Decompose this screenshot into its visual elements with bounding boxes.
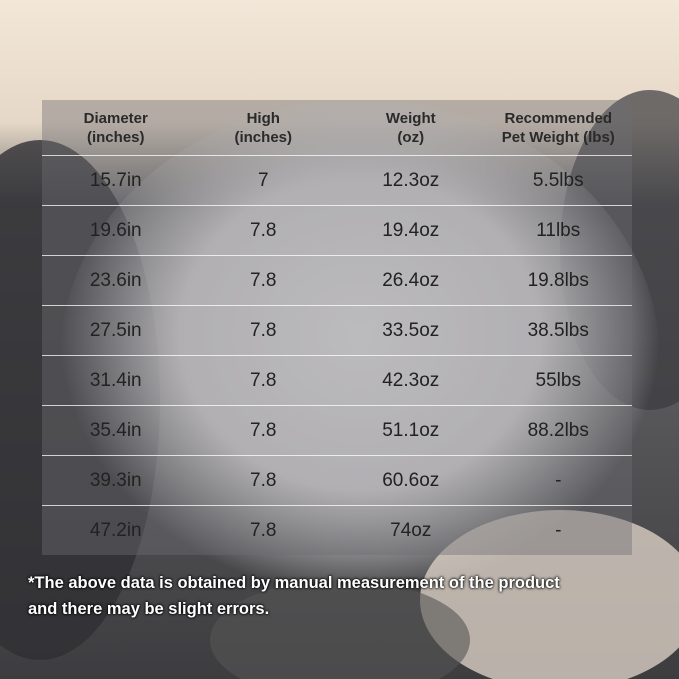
table-row: 31.4in 7.8 42.3oz 55lbs (42, 355, 632, 406)
table-cell: 15.7in (42, 155, 190, 206)
table-cell: 39.3in (42, 455, 190, 506)
footnote: *The above data is obtained by manual me… (28, 570, 668, 622)
header-cell: Weight (oz) (337, 100, 485, 156)
table-cell: 19.4oz (337, 205, 485, 256)
table-cell: 60.6oz (337, 455, 485, 506)
table-row: 23.6in 7.8 26.4oz 19.8lbs (42, 255, 632, 306)
table-cell: 12.3oz (337, 155, 485, 206)
table-cell: 7.8 (189, 505, 337, 555)
header-row: Diameter (inches) High (inches) Weight (oz) Re… (42, 100, 632, 156)
header-text: (inches) (234, 128, 292, 146)
table-cell: 55lbs (484, 355, 632, 406)
table-cell: 7.8 (189, 305, 337, 356)
header-cell: High (inches) (190, 100, 338, 156)
table-cell: - (484, 455, 632, 506)
table-row: 19.6in 7.8 19.4oz 11lbs (42, 205, 632, 256)
header-text: Pet Weight (lbs) (501, 128, 615, 146)
table-row: 47.2in 7.8 74oz - (42, 505, 632, 555)
table-cell: 5.5lbs (484, 155, 632, 206)
table-cell: 7 (189, 155, 337, 206)
table-cell: 7.8 (189, 405, 337, 456)
table-cell: 7.8 (189, 355, 337, 406)
table-cell: 7.8 (189, 205, 337, 256)
table-cell: 42.3oz (337, 355, 485, 406)
table-cell: 26.4oz (337, 255, 485, 306)
table-row: 15.7in 7 12.3oz 5.5lbs (42, 155, 632, 206)
table-cell: 74oz (337, 505, 485, 555)
table-cell: - (484, 505, 632, 555)
header-text: Weight (385, 109, 436, 127)
table-cell: 38.5lbs (484, 305, 632, 356)
table-cell: 51.1oz (337, 405, 485, 456)
size-table: Diameter (inches) High (inches) Weight (oz) Re… (42, 100, 632, 555)
table-cell: 27.5in (42, 305, 190, 356)
table-cell: 47.2in (42, 505, 190, 555)
table-row: 39.3in 7.8 60.6oz - (42, 455, 632, 506)
table-cell: 33.5oz (337, 305, 485, 356)
table-cell: 11lbs (484, 205, 632, 256)
footnote-line: *The above data is obtained by manual me… (28, 574, 560, 592)
header-text: Diameter (83, 109, 148, 127)
table-cell: 7.8 (189, 455, 337, 506)
header-text: High (246, 109, 280, 127)
footnote-line: and there may be slight errors. (28, 600, 270, 618)
table-cell: 19.6in (42, 205, 190, 256)
table-cell: 7.8 (189, 255, 337, 306)
header-cell: Diameter (inches) (42, 100, 190, 156)
header-text: (oz) (397, 128, 425, 146)
header-cell: Recommended Pet Weight (lbs) (485, 100, 633, 156)
header-text: (inches) (86, 128, 145, 146)
header-text: Recommended (504, 109, 613, 127)
table-cell: 31.4in (42, 355, 190, 406)
table-row: 27.5in 7.8 33.5oz 38.5lbs (42, 305, 632, 356)
table-cell: 88.2lbs (484, 405, 632, 456)
table-cell: 23.6in (42, 255, 190, 306)
table-cell: 19.8lbs (484, 255, 632, 306)
table-cell: 35.4in (42, 405, 190, 456)
table-row: 35.4in 7.8 51.1oz 88.2lbs (42, 405, 632, 456)
